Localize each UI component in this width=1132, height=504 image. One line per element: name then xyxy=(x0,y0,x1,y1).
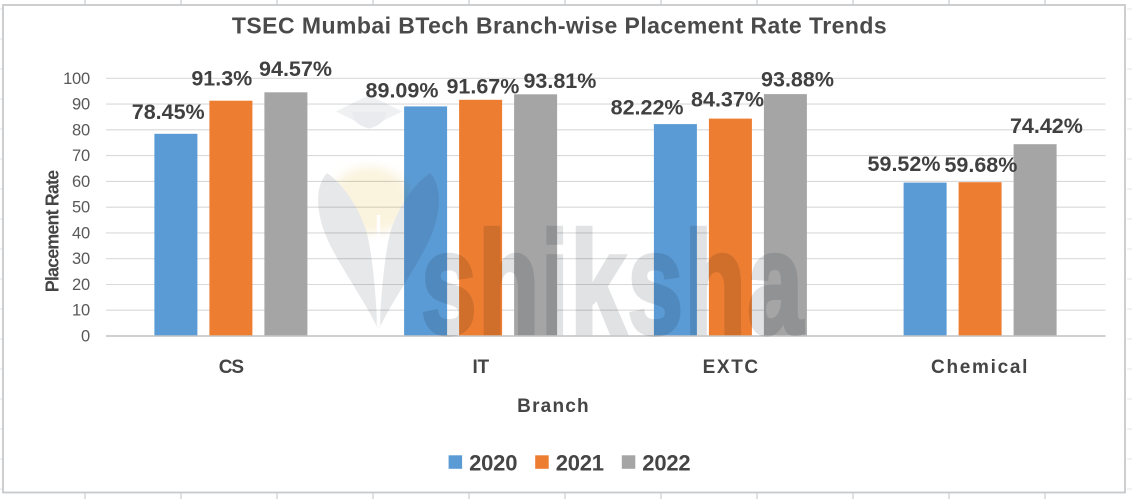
svg-text:93.81%: 93.81% xyxy=(523,69,596,93)
svg-text:shiksha: shiksha xyxy=(421,203,805,365)
svg-text:80: 80 xyxy=(72,121,90,139)
svg-text:89.09%: 89.09% xyxy=(366,79,439,103)
svg-text:84.37%: 84.37% xyxy=(691,88,764,112)
svg-text:91.67%: 91.67% xyxy=(446,75,519,99)
svg-text:70: 70 xyxy=(72,147,90,165)
svg-text:CS: CS xyxy=(219,357,244,378)
svg-text:100: 100 xyxy=(63,70,90,88)
svg-text:74.42%: 74.42% xyxy=(1010,114,1083,138)
svg-text:Branch: Branch xyxy=(517,396,590,417)
svg-text:50: 50 xyxy=(72,199,90,217)
svg-text:59.52%: 59.52% xyxy=(868,152,941,176)
svg-text:91.3%: 91.3% xyxy=(191,66,252,90)
svg-text:59.68%: 59.68% xyxy=(944,153,1017,177)
svg-text:94.57%: 94.57% xyxy=(259,57,332,81)
svg-text:EXTC: EXTC xyxy=(703,357,760,378)
svg-text:93.88%: 93.88% xyxy=(761,67,834,91)
svg-text:20: 20 xyxy=(72,276,90,294)
svg-text:2021: 2021 xyxy=(556,451,604,476)
svg-text:60: 60 xyxy=(72,173,90,191)
svg-text:IT: IT xyxy=(473,357,490,378)
svg-text:Placement Rate: Placement Rate xyxy=(43,170,63,292)
svg-text:82.22%: 82.22% xyxy=(611,96,684,120)
svg-text:0: 0 xyxy=(81,328,90,346)
svg-text:30: 30 xyxy=(72,250,90,268)
svg-text:40: 40 xyxy=(72,224,90,242)
svg-text:2022: 2022 xyxy=(642,451,690,476)
svg-text:78.45%: 78.45% xyxy=(132,100,205,124)
svg-text:Chemical: Chemical xyxy=(931,357,1029,378)
svg-text:10: 10 xyxy=(72,302,90,320)
svg-text:2020: 2020 xyxy=(469,451,517,476)
svg-text:TSEC Mumbai BTech Branch-wise: TSEC Mumbai BTech Branch-wise Placement … xyxy=(232,13,887,39)
svg-text:90: 90 xyxy=(72,96,90,114)
